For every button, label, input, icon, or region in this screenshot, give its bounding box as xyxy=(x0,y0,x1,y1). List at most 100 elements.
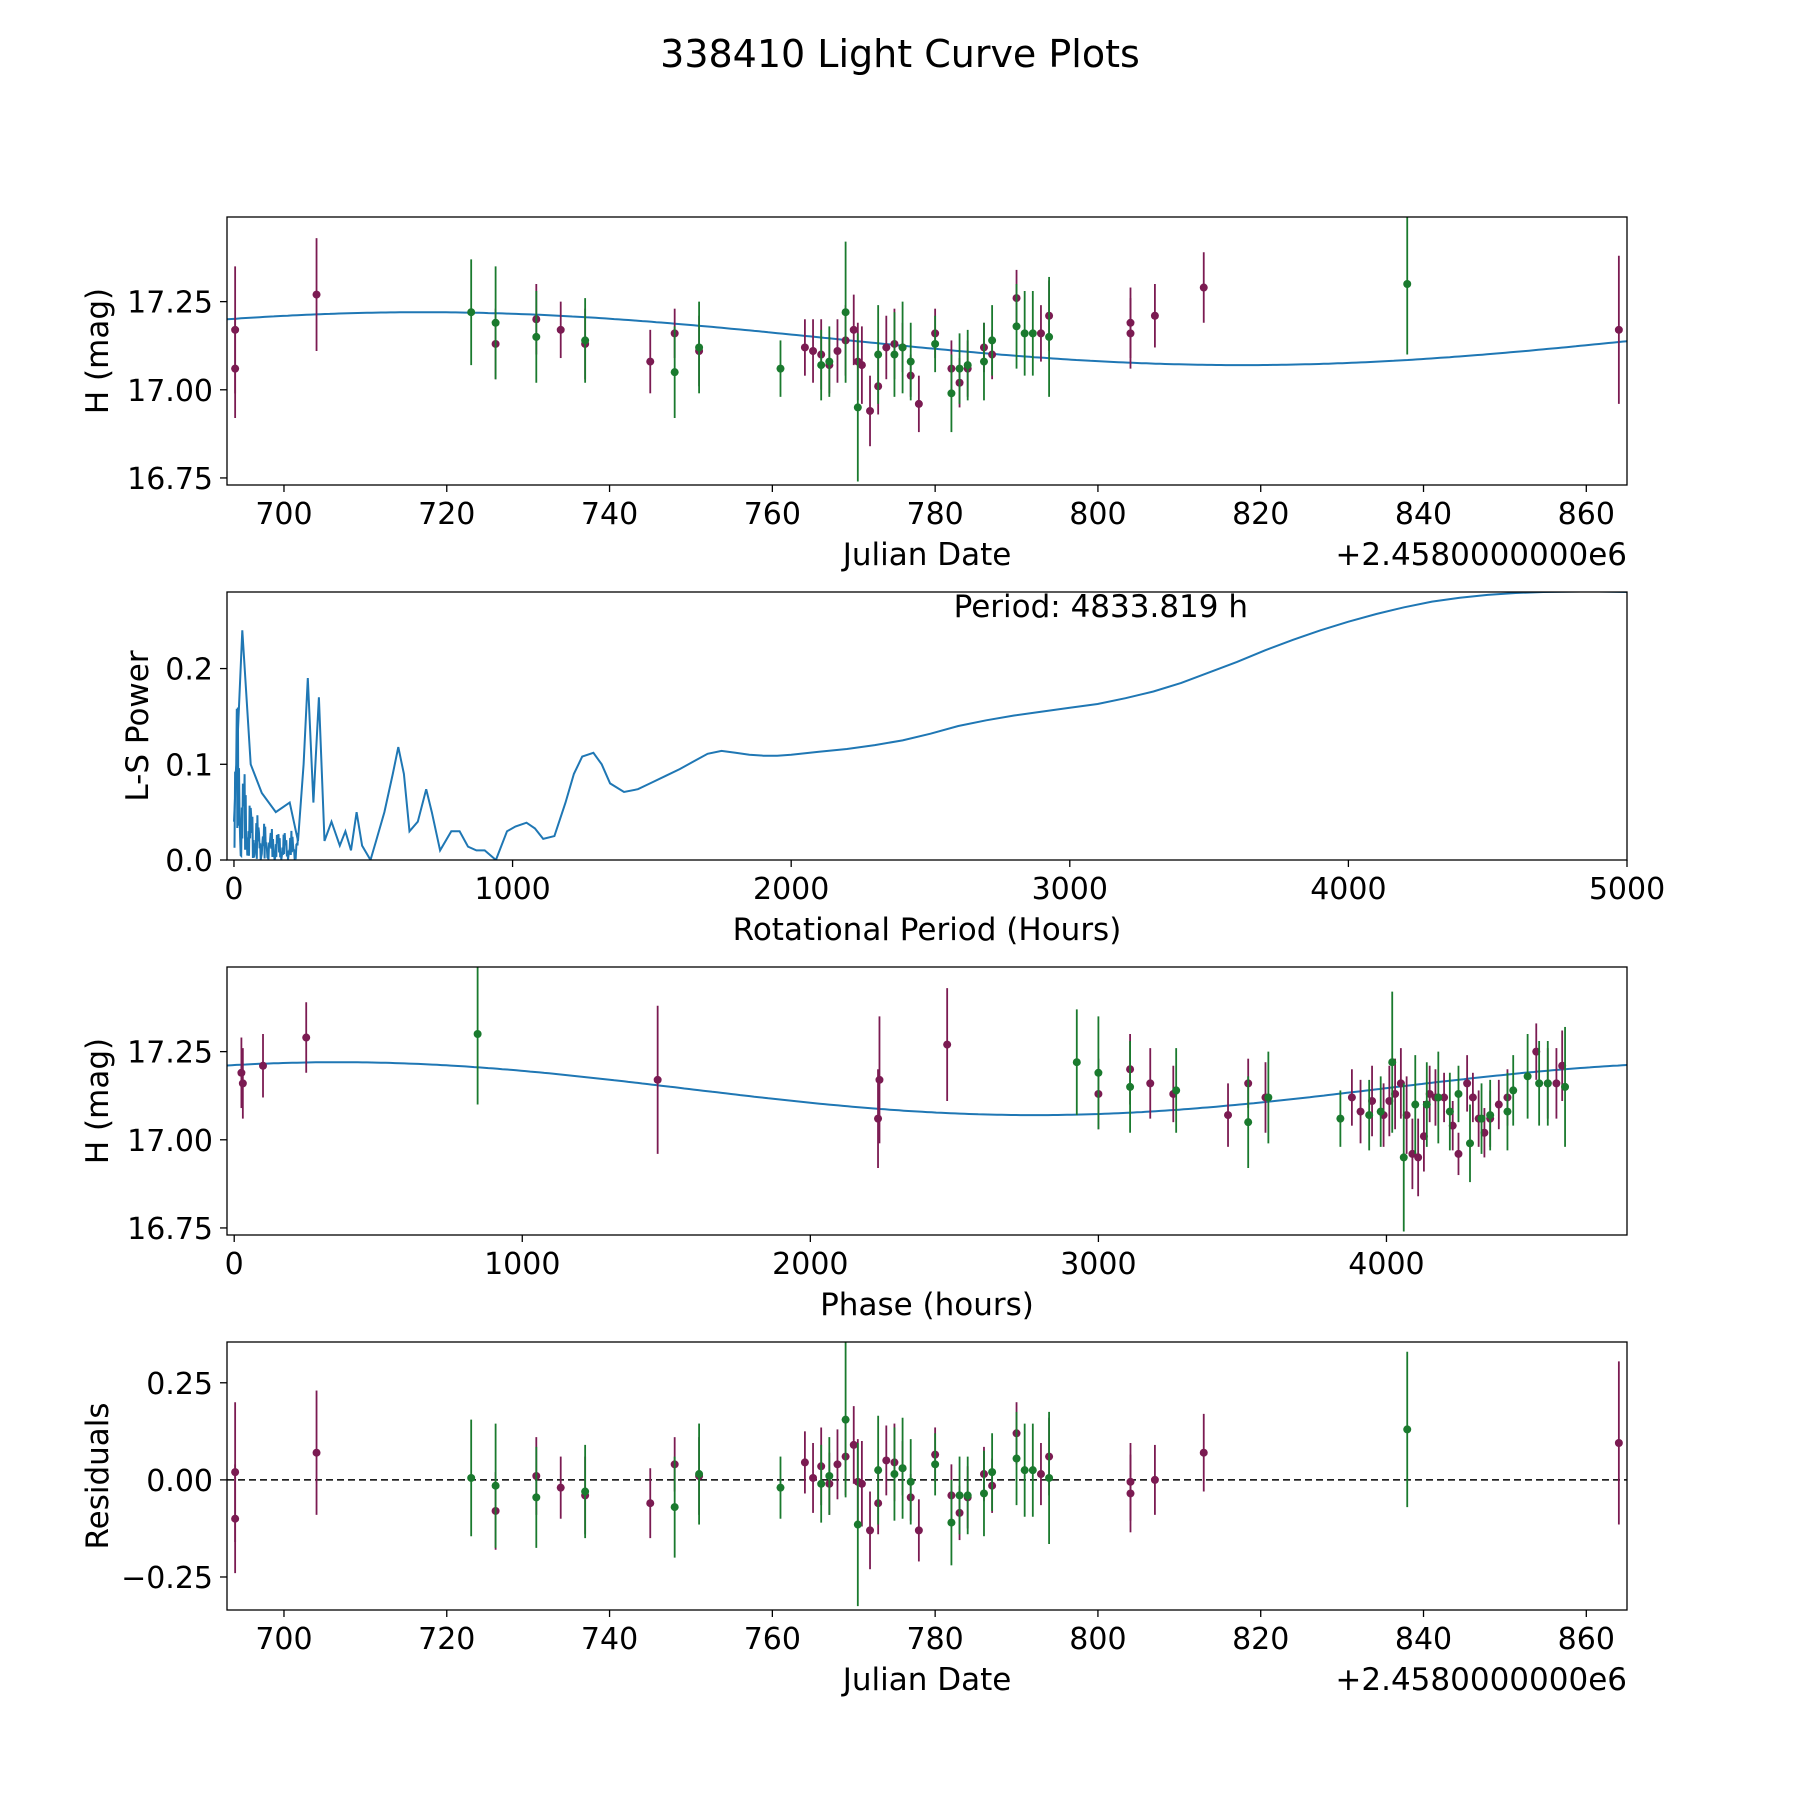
data-point xyxy=(963,1491,972,1500)
data-point xyxy=(1468,1093,1477,1102)
data-point xyxy=(1434,1093,1443,1102)
data-point xyxy=(1486,1111,1495,1120)
data-point xyxy=(1523,1072,1532,1081)
x-tick-label: 1000 xyxy=(474,872,550,907)
y-axis-label: H (mag) xyxy=(80,1038,116,1164)
axes-frame xyxy=(226,216,1628,486)
data-point xyxy=(581,336,590,345)
data-point xyxy=(874,350,883,359)
data-point xyxy=(1463,1079,1472,1088)
x-tick-label: 5000 xyxy=(1589,872,1665,907)
data-point xyxy=(312,290,321,299)
data-point xyxy=(467,1473,476,1482)
data-point xyxy=(1224,1111,1233,1120)
data-point xyxy=(1244,1118,1253,1127)
data-point xyxy=(1477,1114,1486,1123)
data-point xyxy=(1509,1086,1518,1095)
x-tick-label: 3000 xyxy=(1060,1247,1136,1282)
data-point xyxy=(800,343,809,352)
x-tick-label: 720 xyxy=(418,1622,475,1657)
data-point xyxy=(866,1526,875,1535)
x-tick-label: 3000 xyxy=(1032,872,1108,907)
data-point xyxy=(857,361,866,370)
data-point xyxy=(532,332,541,341)
x-tick-label: 860 xyxy=(1558,497,1615,532)
data-point xyxy=(1126,1489,1135,1498)
y-tick-label: −0.25 xyxy=(121,1561,213,1596)
data-point xyxy=(809,1473,818,1482)
plot-area xyxy=(227,217,1627,482)
period-annotation: Period: 4833.819 h xyxy=(954,589,1248,625)
x-tick-label: 2000 xyxy=(772,1247,848,1282)
data-point xyxy=(1172,1086,1181,1095)
x-tick-label: 740 xyxy=(581,497,638,532)
data-point xyxy=(238,1079,247,1088)
x-tick-label: 4000 xyxy=(1310,872,1386,907)
y-tick-label: 17.00 xyxy=(127,1124,213,1159)
data-point xyxy=(532,1493,541,1502)
data-point xyxy=(833,347,842,355)
panel-phased: 0 1000 2000 3000 4000 16.75 17.00 17.25 Phase (h… xyxy=(80,966,1628,1323)
y-tick-label: 17.25 xyxy=(127,1036,213,1071)
x-tick-label: 800 xyxy=(1069,497,1126,532)
data-point xyxy=(898,1464,907,1473)
data-point xyxy=(1466,1139,1475,1148)
data-point xyxy=(1264,1093,1273,1102)
data-point xyxy=(1388,1058,1397,1067)
x-tick-label: 780 xyxy=(907,1622,964,1657)
data-point xyxy=(695,343,704,352)
x-tick-label: 2000 xyxy=(753,872,829,907)
data-point xyxy=(809,347,818,355)
data-point xyxy=(1028,1466,1037,1475)
data-point xyxy=(931,1460,940,1469)
data-point xyxy=(646,357,655,366)
data-point xyxy=(259,1061,268,1070)
x-tick-label: 820 xyxy=(1232,497,1289,532)
panel-periodogram: 0 1000 2000 3000 4000 5000 0.0 0.1 0.2 Rotational… xyxy=(120,589,1665,948)
data-point xyxy=(556,1483,565,1492)
data-point xyxy=(890,350,899,359)
power-line-short-period xyxy=(233,707,299,860)
data-point xyxy=(963,361,972,370)
data-point xyxy=(825,1472,834,1480)
data-point xyxy=(947,389,956,398)
x-offset-label: +2.4580000000e6 xyxy=(1335,537,1627,573)
y-tick-label: 0.2 xyxy=(165,653,213,688)
data-point xyxy=(231,1468,240,1477)
data-point xyxy=(955,1491,964,1500)
data-point xyxy=(1494,1100,1503,1109)
data-point xyxy=(1045,332,1054,341)
data-point xyxy=(866,406,875,415)
data-point xyxy=(1614,325,1623,334)
y-axis-label: Residuals xyxy=(80,1402,116,1549)
y-tick-label: 0.1 xyxy=(165,748,213,783)
fit-curve xyxy=(227,311,1627,367)
x-tick-label: 860 xyxy=(1558,1622,1615,1657)
data-point xyxy=(1356,1107,1365,1116)
data-point xyxy=(302,1033,311,1042)
data-point xyxy=(467,308,476,317)
x-tick-label: 0 xyxy=(225,1247,244,1282)
data-point xyxy=(1036,1470,1045,1479)
data-point xyxy=(1422,1100,1431,1109)
data-point xyxy=(898,343,907,352)
data-point xyxy=(914,1526,923,1535)
x-tick-label: 0 xyxy=(224,872,243,907)
data-point xyxy=(491,318,500,327)
data-point xyxy=(857,1479,866,1488)
data-point xyxy=(231,325,240,334)
data-point xyxy=(875,1075,884,1084)
x-tick-label: 760 xyxy=(744,497,801,532)
x-tick-label: 700 xyxy=(255,497,312,532)
data-point xyxy=(653,1075,662,1084)
x-tick-label: 4000 xyxy=(1348,1247,1424,1282)
data-point xyxy=(1126,329,1135,338)
axes-frame xyxy=(226,591,1628,861)
data-point xyxy=(491,1481,500,1490)
panel-lightcurve: 700 720 740 760 780 800 820 840 860 16.75 17.00 17.… xyxy=(80,216,1628,573)
data-point xyxy=(1012,322,1021,331)
data-point xyxy=(914,399,923,408)
x-tick-label: 760 xyxy=(744,1622,801,1657)
data-point xyxy=(1094,1068,1103,1077)
data-point xyxy=(1199,283,1208,292)
